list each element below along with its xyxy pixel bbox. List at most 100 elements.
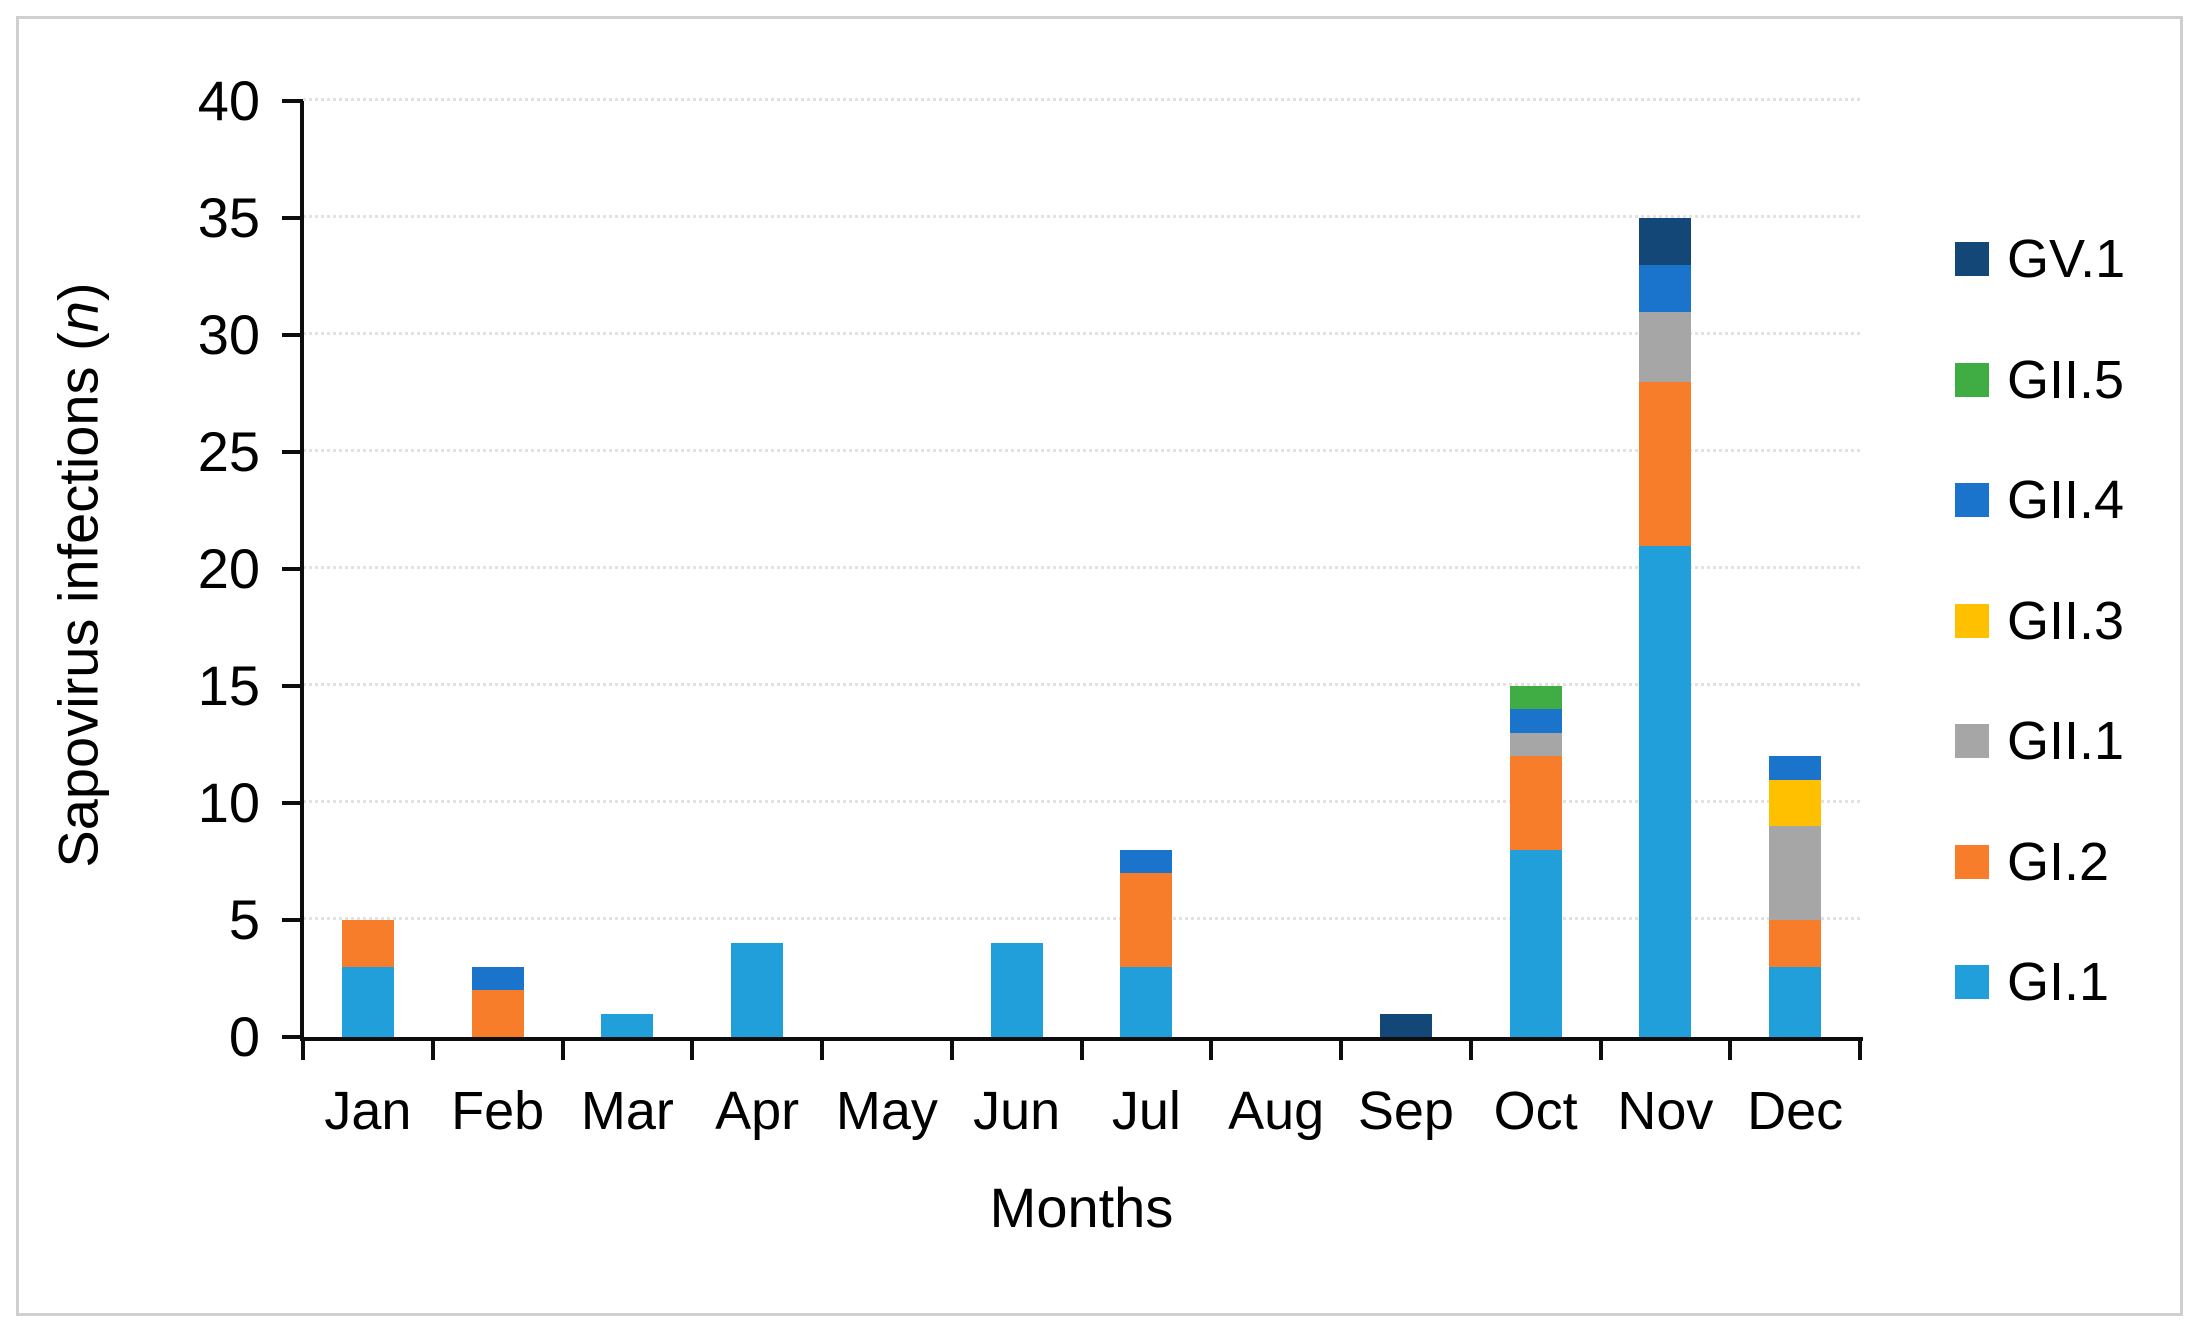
x-tick-label: Aug (1228, 1081, 1325, 1141)
y-tick-mark (282, 1035, 303, 1039)
bar-apr (731, 943, 784, 1037)
legend-label: GII.4 (2007, 470, 2125, 530)
legend-label: GV.1 (2007, 229, 2126, 289)
x-tick-label: Jul (1111, 1081, 1181, 1141)
legend-label: GI.2 (2007, 831, 2110, 892)
x-tick-label: Feb (451, 1081, 545, 1141)
x-tick-mark (1209, 1037, 1214, 1060)
bar-jun (990, 943, 1043, 1037)
bar-segment-gi-1 (731, 943, 784, 1037)
x-tick-mark (430, 1037, 435, 1060)
y-tick-label: 20 (197, 537, 260, 600)
x-tick-mark (690, 1037, 695, 1060)
bar-segment-gii-4 (1639, 264, 1692, 312)
x-tick-label: May (835, 1081, 938, 1141)
y-tick-mark (282, 216, 303, 220)
legend-entry-gii-4: GII.4 (1955, 470, 2124, 530)
x-tick-label: Oct (1493, 1081, 1578, 1141)
bar-segment-gi-1 (1639, 545, 1692, 1037)
gridline-y-15 (303, 683, 1860, 686)
y-tick-label: 30 (197, 303, 260, 366)
bar-segment-gv-1 (1639, 218, 1692, 265)
x-tick-label: Nov (1617, 1081, 1714, 1141)
legend-entry-gv-1: GV.1 (1955, 229, 2125, 289)
bar-segment-gii-4 (1769, 756, 1822, 780)
gridline-y-35 (303, 215, 1860, 218)
gridline-y-10 (303, 800, 1860, 803)
y-tick-label: 5 (228, 888, 260, 951)
bar-segment-gii-4 (471, 966, 524, 991)
y-axis-line (300, 101, 304, 1041)
bar-jan (341, 920, 394, 1037)
x-tick-label: Jun (973, 1081, 1061, 1141)
legend-entry-gii-5: GII.5 (1955, 350, 2124, 410)
gridline-y-30 (303, 332, 1860, 335)
bar-segment-gi-2 (471, 990, 524, 1037)
y-axis-title-suffix: ) (46, 282, 110, 302)
y-axis-title-text: Sapovirus infections ( (46, 332, 110, 868)
bar-segment-gi-2 (1120, 873, 1173, 967)
y-axis-title-italic: n (46, 301, 110, 333)
bar-segment-gi-1 (990, 943, 1043, 1037)
legend-swatch (1955, 965, 1989, 999)
bar-segment-gii-4 (1509, 709, 1562, 733)
bar-segment-gii-1 (1769, 826, 1822, 921)
x-tick-mark (1339, 1037, 1343, 1060)
bar-segment-gii-4 (1120, 849, 1173, 874)
bar-segment-gii-1 (1509, 732, 1562, 757)
y-tick-label: 15 (197, 654, 260, 717)
x-tick-label: Mar (580, 1081, 674, 1141)
x-tick-mark (1728, 1037, 1733, 1060)
figure-border (16, 16, 2183, 1316)
legend-label: GII.5 (2007, 349, 2125, 410)
legend-entry-gii-3: GII.3 (1955, 591, 2124, 651)
x-tick-label: Apr (715, 1081, 800, 1141)
bar-segment-gii-3 (1769, 779, 1822, 827)
x-tick-mark (560, 1037, 565, 1060)
y-tick-mark (282, 99, 303, 103)
legend-swatch (1955, 603, 1989, 638)
bar-feb (471, 966, 524, 1037)
legend-swatch (1955, 724, 1989, 758)
gridline-y-25 (303, 449, 1860, 452)
gridline-y-5 (303, 917, 1860, 920)
x-tick-label: Sep (1357, 1081, 1454, 1141)
x-tick-mark (1079, 1037, 1084, 1060)
bar-jul (1120, 849, 1173, 1037)
x-tick-label: Dec (1747, 1081, 1844, 1141)
legend-swatch (1955, 844, 1989, 879)
bar-segment-gi-1 (1509, 849, 1562, 1037)
y-tick-mark (282, 333, 303, 337)
y-tick-label: 25 (197, 420, 260, 483)
x-tick-mark (1598, 1037, 1603, 1060)
y-tick-label: 40 (197, 69, 260, 132)
legend-label: GII.3 (2007, 590, 2125, 651)
x-tick-mark (1858, 1037, 1862, 1060)
y-tick-label: 10 (197, 771, 260, 834)
legend-label: GI.1 (2007, 952, 2110, 1012)
legend-label: GII.1 (2007, 711, 2125, 771)
bar-segment-gi-2 (341, 920, 394, 967)
x-axis-title: Months (989, 1176, 1174, 1239)
legend-swatch (1955, 483, 1989, 517)
y-tick-mark (282, 684, 303, 688)
legend-entry-gi-1: GI.1 (1955, 952, 2109, 1012)
y-tick-mark (282, 918, 303, 922)
bar-oct (1509, 686, 1562, 1037)
bar-mar (601, 1013, 654, 1037)
x-tick-mark (1468, 1037, 1473, 1060)
bar-dec (1769, 756, 1822, 1037)
bar-segment-gi-1 (1120, 966, 1173, 1037)
bar-nov (1639, 218, 1692, 1037)
x-tick-mark (949, 1037, 954, 1060)
legend-entry-gi-2: GI.2 (1955, 832, 2109, 892)
bar-segment-gi-1 (341, 966, 394, 1037)
gridline-y-40 (303, 98, 1860, 101)
bar-segment-gii-5 (1509, 686, 1562, 710)
legend-entry-gii-1: GII.1 (1955, 711, 2124, 771)
y-tick-mark (282, 450, 303, 454)
x-tick-mark (301, 1037, 305, 1060)
gridline-y-20 (303, 566, 1860, 569)
bar-segment-gii-1 (1639, 311, 1692, 382)
y-tick-label: 0 (228, 1005, 260, 1068)
